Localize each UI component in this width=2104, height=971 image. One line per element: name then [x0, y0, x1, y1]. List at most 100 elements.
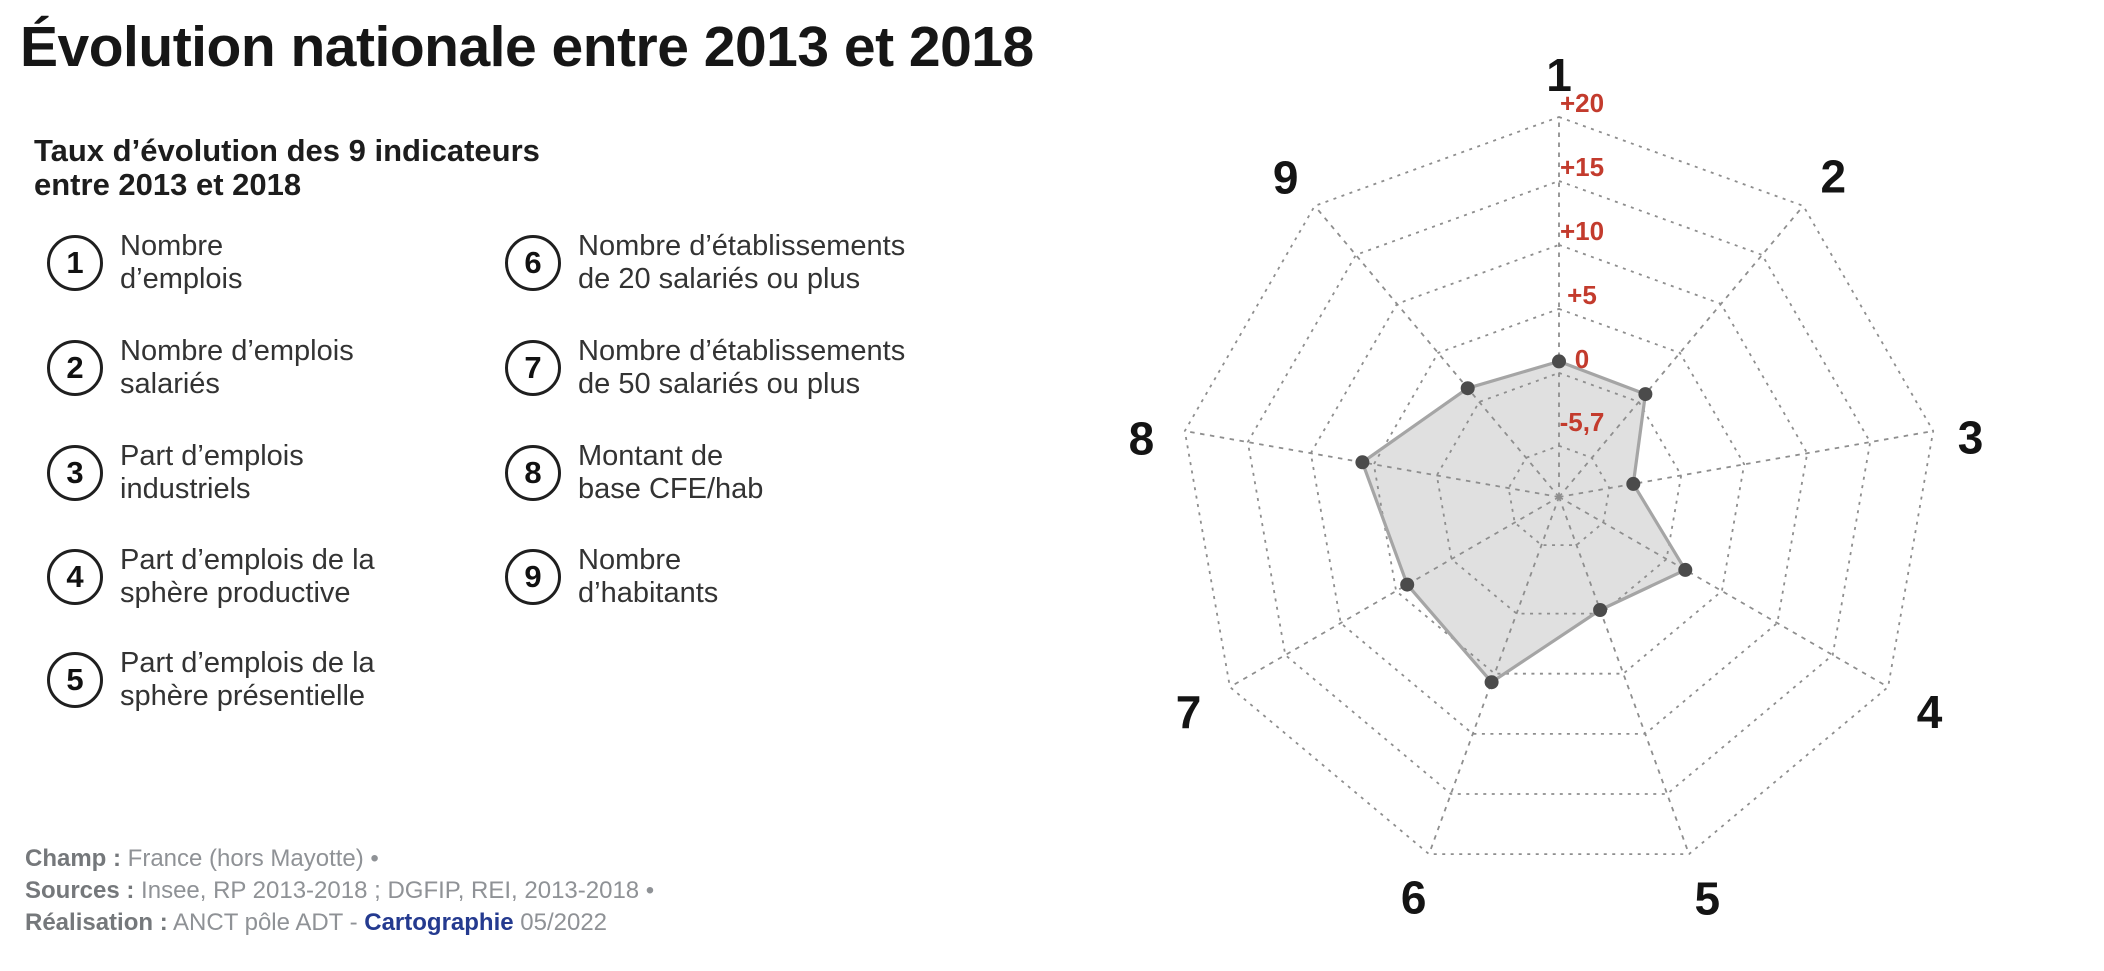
legend-label-line2: base CFE/hab [578, 473, 764, 505]
legend-number: 5 [66, 662, 84, 697]
axis-line-9 [1314, 205, 1560, 498]
chart-subtitle: Taux d’évolution des 9 indicateurs entre… [34, 134, 540, 202]
axis-label-2: 2 [1821, 151, 1847, 203]
legend-item-8: 8 Montant de base CFE/hab [505, 431, 763, 515]
legend-label: Montant de base CFE/hab [578, 440, 763, 506]
footer-notes: Champ : France (hors Mayotte) • Sources … [25, 843, 654, 939]
footer-realisation-label: Réalisation : [25, 909, 168, 936]
data-area-outline [1360, 359, 1687, 684]
legend-label-line2: de 50 salariés ou plus [578, 368, 861, 400]
axis-line-5 [1558, 496, 1690, 855]
legend-label: Nombre d’habitants [578, 544, 718, 610]
legend-label-line2: industriels [120, 473, 251, 505]
legend-label-line2: salariés [120, 368, 220, 400]
axis-label-4: 4 [1917, 686, 1943, 738]
legend-label-line2: de 20 salariés ou plus [578, 263, 861, 295]
legend-number-badge: 2 [47, 340, 103, 396]
legend-item-4: 4 Part d’emplois de la sphère productive [47, 535, 375, 619]
axis-label-8: 8 [1129, 413, 1155, 465]
legend-item-5: 5 Part d’emplois de la sphère présentiel… [47, 638, 375, 722]
legend-number: 7 [524, 350, 542, 385]
footer-sources-value: Insee, RP 2013-2018 ; DGFIP, REI, 2013-2… [141, 877, 655, 904]
legend-number-badge: 4 [47, 549, 103, 605]
legend-label-line1: Part d’emplois [120, 440, 304, 472]
legend-number: 9 [524, 559, 542, 594]
legend-label-line1: Nombre d’établissements [578, 335, 906, 367]
data-point-3 [1626, 476, 1641, 491]
legend-number: 1 [66, 245, 84, 280]
scale-label-0: 0 [1575, 344, 1589, 374]
legend-item-6: 6 Nombre d’établissements de 20 salariés… [505, 221, 905, 305]
scale-label-+5: +5 [1567, 280, 1597, 310]
legend-number-badge: 7 [505, 340, 561, 396]
legend-label-line1: Part d’emplois de la [120, 544, 375, 576]
axis-label-5: 5 [1695, 873, 1721, 925]
footer-champ-label: Champ : [25, 845, 121, 872]
axis-line-4 [1558, 496, 1889, 688]
axis-label-6: 6 [1401, 872, 1427, 924]
data-point-9 [1460, 381, 1475, 396]
legend-label-line2: sphère productive [120, 577, 351, 609]
legend-number-badge: 1 [47, 235, 103, 291]
legend-label-line1: Nombre [578, 544, 682, 576]
legend-number: 2 [66, 350, 84, 385]
legend-label: Nombre d’établissements de 50 salariés o… [578, 335, 905, 401]
axis-line-8 [1184, 430, 1560, 498]
legend-item-9: 9 Nombre d’habitants [505, 535, 718, 619]
data-point-4 [1678, 562, 1693, 577]
legend-label-line2: sphère présentielle [120, 680, 366, 712]
footer-sources: Sources : Insee, RP 2013-2018 ; DGFIP, R… [25, 875, 654, 907]
legend-number: 3 [66, 455, 84, 490]
data-point-8 [1355, 455, 1370, 470]
axis-line-2 [1558, 205, 1804, 498]
chart-subtitle-line1: Taux d’évolution des 9 indicateurs [34, 133, 540, 168]
data-point-2 [1638, 387, 1653, 402]
footer-champ-value: France (hors Mayotte) • [127, 845, 379, 872]
legend-label-line1: Nombre [120, 230, 224, 262]
footer-sources-label: Sources : [25, 877, 135, 904]
legend-label: Nombre d’emplois [120, 230, 243, 296]
axis-line-7 [1229, 496, 1560, 688]
legend-number-badge: 8 [505, 445, 561, 501]
footer-realisation-value: ANCT pôle ADT - [173, 909, 358, 936]
legend-label-line1: Nombre d’établissements [578, 230, 906, 262]
legend-label-line1: Nombre d’emplois [120, 335, 354, 367]
legend-label-line2: d’habitants [578, 577, 719, 609]
legend-item-1: 1 Nombre d’emplois [47, 221, 243, 305]
legend-number-badge: 9 [505, 549, 561, 605]
legend-number-badge: 5 [47, 652, 103, 708]
legend-number: 8 [524, 455, 542, 490]
legend-item-2: 2 Nombre d’emplois salariés [47, 326, 354, 410]
scale-label-+20: +20 [1560, 88, 1604, 118]
legend-label: Nombre d’établissements de 20 salariés o… [578, 230, 905, 296]
data-area-fill [1362, 361, 1686, 683]
legend-label-line1: Part d’emplois de la [120, 647, 375, 679]
scale-label--5,7: -5,7 [1560, 407, 1605, 437]
legend-number: 4 [66, 559, 84, 594]
data-point-1 [1552, 354, 1566, 369]
axis-label-3: 3 [1958, 412, 1984, 464]
grid-ring-+5 [1372, 307, 1746, 675]
axis-line-6 [1428, 496, 1560, 855]
footer-champ: Champ : France (hors Mayotte) • [25, 843, 654, 875]
legend-item-7: 7 Nombre d’établissements de 50 salariés… [505, 326, 905, 410]
legend-number-badge: 6 [505, 235, 561, 291]
axis-line-3 [1558, 430, 1934, 498]
axis-label-7: 7 [1176, 686, 1202, 738]
scale-label-+15: +15 [1560, 152, 1604, 182]
grid-ring--5,7 [1507, 444, 1611, 546]
legend-number: 6 [524, 245, 542, 280]
axis-label-9: 9 [1273, 152, 1299, 204]
scale-label-+10: +10 [1560, 216, 1604, 246]
legend-label: Part d’emplois de la sphère productive [120, 544, 375, 610]
page-title: Évolution nationale entre 2013 et 2018 [20, 15, 1034, 79]
chart-subtitle-line2: entre 2013 et 2018 [34, 167, 302, 202]
legend-label: Part d’emplois de la sphère présentielle [120, 647, 375, 713]
legend-label-line1: Montant de [578, 440, 724, 472]
legend-label: Part d’emplois industriels [120, 440, 304, 506]
data-point-7 [1400, 577, 1415, 592]
legend-item-3: 3 Part d’emplois industriels [47, 431, 304, 515]
grid-ring-+15 [1246, 180, 1872, 795]
